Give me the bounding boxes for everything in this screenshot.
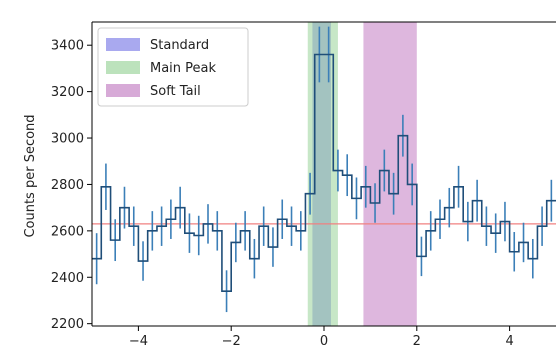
legend-swatch-2 bbox=[106, 84, 140, 97]
y-tick-label: 2200 bbox=[51, 317, 84, 332]
y-tick-label: 2600 bbox=[51, 224, 84, 239]
legend-label: Main Peak bbox=[150, 61, 217, 76]
y-tick-label: 2800 bbox=[51, 178, 84, 193]
bands-layer bbox=[307, 22, 417, 326]
y-tick-label: 3200 bbox=[51, 85, 84, 100]
step-series-layer bbox=[92, 53, 556, 292]
y-tick-label: 2400 bbox=[51, 271, 84, 286]
x-tick-label: −4 bbox=[129, 334, 148, 349]
band-2 bbox=[363, 22, 417, 326]
ticks-layer: 2200 2400 2600 2800 3000 3200 3400 −4 −2 0 2 4 bbox=[51, 39, 514, 349]
legend-swatch-1 bbox=[106, 61, 140, 74]
legend-label: Soft Tail bbox=[150, 84, 201, 99]
legend: Standard Main Peak Soft Tail bbox=[97, 27, 249, 107]
y-axis-title: Counts per Second bbox=[23, 114, 38, 237]
x-tick-label: 0 bbox=[320, 334, 328, 349]
x-tick-label: 4 bbox=[505, 334, 513, 349]
y-tick-label: 3400 bbox=[51, 39, 84, 54]
x-tick-label: −2 bbox=[222, 334, 241, 349]
x-tick-label: 2 bbox=[413, 334, 421, 349]
legend-label: Standard bbox=[150, 38, 209, 53]
step-line bbox=[92, 53, 556, 292]
legend-swatch-0 bbox=[106, 38, 140, 51]
y-tick-label: 3000 bbox=[51, 132, 84, 147]
